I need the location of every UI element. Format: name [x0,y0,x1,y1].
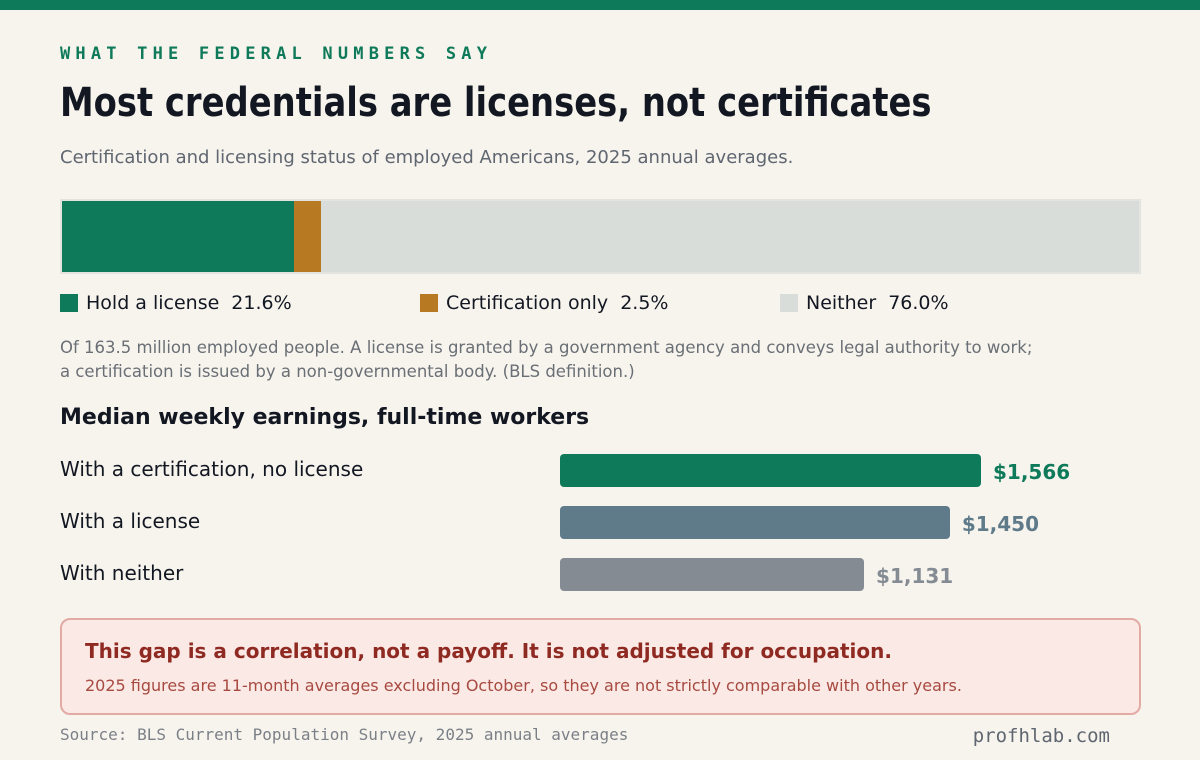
earnings-bar [560,454,981,487]
legend-label: Neither [806,292,877,314]
caveat-callout: This gap is a correlation, not a payoff.… [60,618,1141,715]
legend-item-3: Neither 76.0% [780,292,949,314]
page-subtitle: Certification and licensing status of em… [60,147,794,168]
legend-swatch [60,294,78,312]
caveat-headline: This gap is a correlation, not a payoff.… [85,639,892,663]
legend-label: Hold a license [86,292,220,314]
legend-value: 21.6% [231,292,292,314]
legend-value: 2.5% [620,292,669,314]
legend-label: Certification only [446,292,609,314]
note-line-2: a certification is issued by a non-gover… [60,362,635,381]
earnings-value-label: $1,131 [876,564,954,588]
page-title: Most credentials are licenses, not certi… [60,80,932,126]
earnings-row-1: With a certification, no license $1,566 [0,454,1200,488]
earnings-category-label: With neither [60,561,184,585]
brand-link[interactable]: profhlab.com [972,725,1110,747]
definition-note: Of 163.5 million employed people. A lice… [60,336,1080,384]
earnings-row-3: With neither $1,131 [0,558,1200,592]
earnings-bar [560,506,950,539]
note-line-1: Of 163.5 million employed people. A lice… [60,338,1033,357]
legend-item-1: Hold a license 21.6% [60,292,292,314]
legend-swatch [780,294,798,312]
share-segment-2 [294,201,322,272]
earnings-value-label: $1,450 [961,512,1039,536]
earnings-bar [560,558,865,591]
earnings-category-label: With a certification, no license [60,457,364,481]
top-accent-bar [0,0,1200,10]
earnings-row-2: With a license $1,450 [0,506,1200,540]
caveat-body: 2025 figures are 11-month averages exclu… [85,676,962,695]
share-segment-3 [321,201,1139,272]
share-legend: Hold a license 21.6% Certification only 2.5… [0,292,1200,316]
earnings-value-label: $1,566 [993,460,1071,484]
stacked-share-bar [60,199,1141,274]
legend-item-2: Certification only 2.5% [420,292,668,314]
share-segment-1 [62,201,295,272]
legend-swatch [420,294,438,312]
earnings-chart-title: Median weekly earnings, full-time worker… [60,405,590,430]
earnings-category-label: With a license [60,509,201,533]
source-note: Source: BLS Current Population Survey, 2… [60,725,629,744]
kicker: WHAT THE FEDERAL NUMBERS SAY [60,44,493,64]
legend-value: 76.0% [888,292,949,314]
